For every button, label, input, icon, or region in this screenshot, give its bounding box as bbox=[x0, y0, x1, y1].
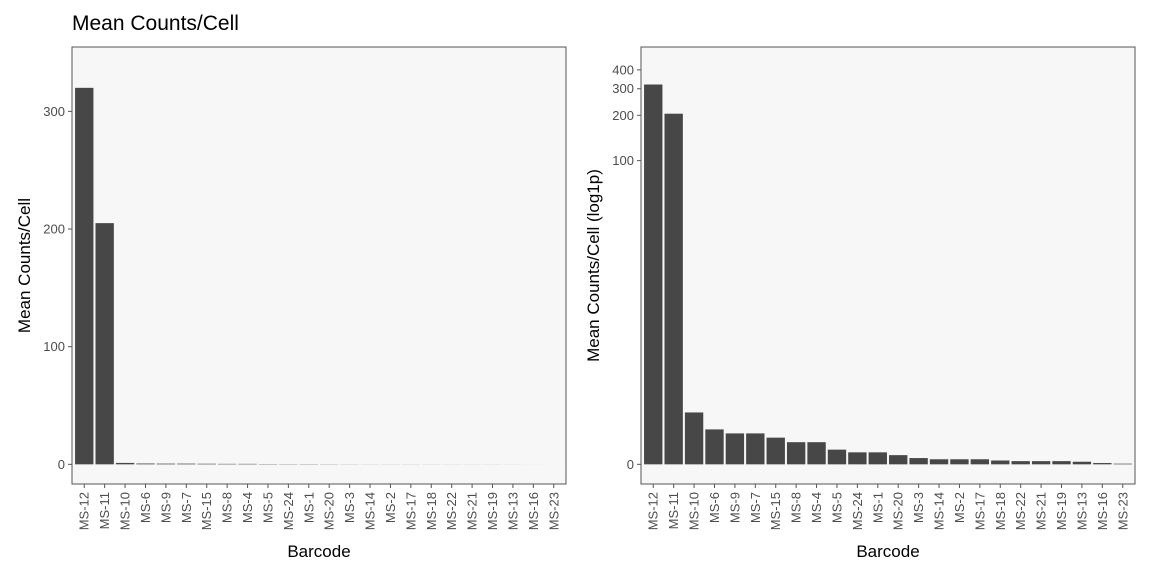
x-tick-label: MS-19 bbox=[1054, 492, 1069, 530]
bar bbox=[1072, 461, 1092, 465]
bar bbox=[197, 463, 216, 465]
chart-title: Mean Counts/Cell bbox=[72, 12, 239, 35]
bar bbox=[807, 442, 826, 465]
x-tick-label: MS-18 bbox=[424, 492, 439, 530]
bar bbox=[664, 113, 683, 465]
x-tick-label: MS-12 bbox=[77, 492, 92, 530]
x-tick-label: MS-21 bbox=[465, 492, 480, 530]
y-axis-title: Mean Counts/Cell (log1p) bbox=[584, 169, 603, 362]
bar bbox=[889, 455, 908, 465]
x-tick-label: MS-23 bbox=[1115, 492, 1130, 530]
x-tick-label: MS-10 bbox=[687, 492, 702, 530]
x-tick-label: MS-7 bbox=[748, 492, 763, 523]
bar bbox=[136, 463, 155, 465]
plot-panel bbox=[71, 46, 567, 485]
x-tick-label: MS-22 bbox=[1013, 492, 1028, 530]
bar bbox=[909, 458, 928, 465]
plot-panel bbox=[640, 46, 1136, 485]
y-tick-label: 300 bbox=[612, 81, 634, 96]
x-tick-label: MS-9 bbox=[727, 492, 742, 523]
x-tick-label: MS-23 bbox=[546, 492, 561, 530]
x-tick-label: MS-2 bbox=[383, 492, 398, 523]
x-tick-label: MS-6 bbox=[138, 492, 153, 523]
bar bbox=[684, 412, 704, 465]
y-tick-label: 200 bbox=[612, 108, 634, 123]
bar bbox=[177, 463, 196, 465]
x-tick-label: MS-20 bbox=[891, 492, 906, 530]
bar bbox=[156, 463, 176, 465]
x-tick-label: MS-3 bbox=[342, 492, 357, 523]
bar bbox=[1031, 461, 1051, 465]
y-tick-label: 0 bbox=[627, 457, 634, 472]
bar bbox=[786, 442, 806, 465]
x-tick-label: MS-9 bbox=[158, 492, 173, 523]
x-tick-label: MS-11 bbox=[97, 492, 112, 529]
x-tick-label: MS-16 bbox=[1095, 492, 1110, 530]
x-tick-label: MS-17 bbox=[972, 492, 987, 530]
x-tick-label: MS-2 bbox=[952, 492, 967, 523]
bar bbox=[950, 459, 969, 465]
bar bbox=[705, 429, 724, 465]
x-tick-label: MS-19 bbox=[485, 492, 500, 530]
x-tick-label: MS-24 bbox=[850, 492, 865, 530]
x-tick-label: MS-6 bbox=[707, 492, 722, 523]
bar bbox=[991, 460, 1010, 465]
x-tick-label: MS-13 bbox=[505, 492, 520, 530]
x-tick-label: MS-15 bbox=[768, 492, 783, 530]
x-tick-label: MS-3 bbox=[911, 492, 926, 523]
x-tick-label: MS-14 bbox=[363, 492, 378, 530]
x-axis-title: Barcode bbox=[856, 542, 919, 561]
x-tick-label: MS-5 bbox=[829, 492, 844, 523]
y-tick-label: 100 bbox=[612, 153, 634, 168]
x-tick-label: MS-16 bbox=[526, 492, 541, 530]
bar bbox=[1052, 461, 1071, 465]
bar bbox=[868, 452, 887, 465]
x-tick-label: MS-8 bbox=[220, 492, 235, 523]
x-tick-label: MS-17 bbox=[403, 492, 418, 530]
x-tick-label: MS-10 bbox=[118, 492, 133, 530]
bar bbox=[848, 452, 867, 465]
y-tick-label: 300 bbox=[43, 104, 65, 119]
x-tick-label: MS-13 bbox=[1074, 492, 1089, 530]
y-tick-label: 200 bbox=[43, 222, 65, 237]
x-tick-label: MS-7 bbox=[179, 492, 194, 523]
y-axis-title: Mean Counts/Cell bbox=[15, 198, 34, 333]
bar bbox=[1011, 461, 1030, 465]
x-tick-label: MS-22 bbox=[444, 492, 459, 530]
x-tick-label: MS-20 bbox=[322, 492, 337, 530]
bar bbox=[746, 433, 765, 465]
y-tick-label: 0 bbox=[58, 457, 65, 472]
y-tick-label: 400 bbox=[612, 62, 634, 77]
x-tick-label: MS-8 bbox=[789, 492, 804, 523]
bar bbox=[1093, 463, 1112, 465]
bar bbox=[95, 223, 114, 465]
bar bbox=[725, 433, 745, 465]
x-tick-label: MS-15 bbox=[199, 492, 214, 530]
bar bbox=[115, 462, 135, 465]
bar bbox=[970, 459, 990, 465]
x-tick-label: MS-12 bbox=[646, 492, 661, 530]
x-tick-label: MS-5 bbox=[260, 492, 275, 523]
x-tick-label: MS-11 bbox=[666, 492, 681, 529]
x-tick-label: MS-18 bbox=[993, 492, 1008, 530]
x-axis-title: Barcode bbox=[287, 542, 350, 561]
x-tick-label: MS-4 bbox=[809, 492, 824, 523]
x-tick-label: MS-1 bbox=[870, 492, 885, 523]
x-tick-label: MS-1 bbox=[301, 492, 316, 523]
bar bbox=[929, 459, 949, 465]
x-tick-label: MS-21 bbox=[1034, 492, 1049, 530]
y-tick-label: 100 bbox=[43, 339, 65, 354]
bar bbox=[827, 449, 847, 465]
x-tick-label: MS-4 bbox=[240, 492, 255, 523]
x-tick-label: MS-24 bbox=[281, 492, 296, 530]
x-tick-label: MS-14 bbox=[932, 492, 947, 530]
bar bbox=[644, 84, 663, 465]
bar bbox=[75, 87, 94, 465]
bar bbox=[1113, 463, 1132, 465]
bar bbox=[766, 437, 785, 465]
